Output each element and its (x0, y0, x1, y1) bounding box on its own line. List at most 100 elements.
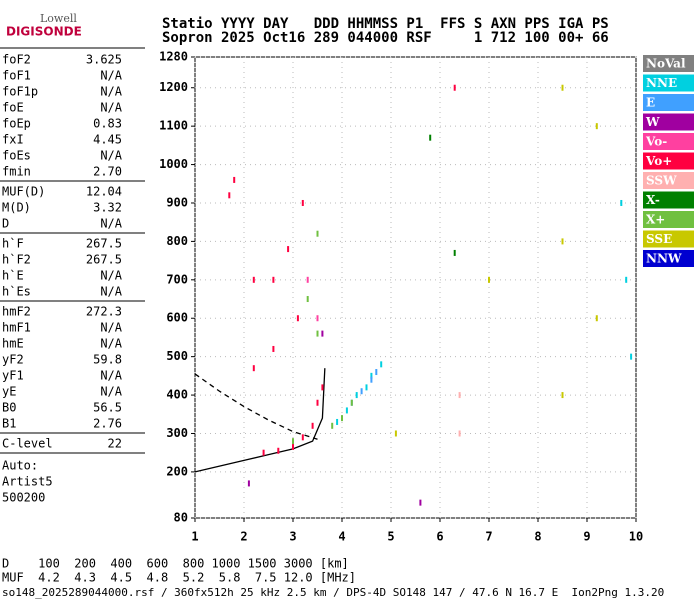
x-tick-label: 1 (191, 530, 198, 544)
param-value: 12.04 (86, 185, 122, 199)
legend-label: Vo+ (645, 154, 672, 168)
y-tick-label: 600 (166, 311, 188, 325)
echo (625, 276, 628, 283)
param-value: 0.83 (93, 117, 122, 131)
echo (321, 330, 324, 337)
profile-curve (194, 373, 318, 440)
legend-label: X- (646, 193, 660, 207)
legend-swatch (643, 250, 694, 267)
legend-label: SSE (646, 232, 672, 246)
echo (561, 238, 564, 245)
param-value: 3.625 (86, 53, 122, 67)
logo-top: Lowell (40, 12, 77, 25)
param-value: 272.3 (86, 305, 122, 319)
echo (370, 376, 373, 383)
x-tick-label: 8 (534, 530, 541, 544)
legend-swatch (643, 55, 694, 72)
legend-label: E (646, 96, 655, 110)
logo-bottom: DIGISONDE (6, 25, 82, 39)
echo (488, 276, 490, 283)
header-line: Sopron 2025 Oct16 289 044000 RSF 1 712 1… (162, 30, 609, 46)
echo (620, 199, 623, 206)
x-tick-label: 9 (583, 530, 590, 544)
echo (277, 447, 280, 454)
param-name: B1 (2, 417, 16, 431)
echo (272, 345, 275, 352)
auto-line: 500200 (2, 491, 45, 505)
x-tick-label: 5 (387, 530, 394, 544)
echo (316, 230, 319, 237)
echo (370, 372, 373, 379)
param-name: M(D) (2, 201, 31, 215)
param-name: MUF(D) (2, 185, 45, 199)
param-name: foF1p (2, 85, 38, 99)
echo (252, 365, 255, 372)
echo (311, 422, 314, 429)
y-tick-label: 1000 (159, 157, 188, 171)
legend-swatch (643, 133, 694, 150)
legend-swatch (643, 230, 694, 248)
y-tick-label: 1100 (159, 119, 188, 133)
echo (301, 434, 304, 441)
param-value: 2.70 (93, 165, 122, 179)
echo (316, 330, 319, 337)
auto-line: Auto: (2, 459, 38, 473)
y-tick-label: 200 (166, 464, 188, 478)
y-tick-label: 900 (166, 195, 188, 209)
param-value: 267.5 (86, 237, 122, 251)
echo (350, 399, 353, 406)
y-tick-label: 800 (166, 234, 188, 248)
legend-label: SSW (646, 174, 677, 188)
param-name: foE (2, 101, 24, 115)
param-value: N/A (100, 385, 122, 399)
legend-label: NNE (646, 76, 677, 90)
echo (336, 418, 339, 425)
echo (458, 392, 461, 399)
param-value: N/A (100, 321, 122, 335)
echo (561, 392, 564, 399)
echo (272, 276, 275, 283)
legend-swatch (643, 74, 694, 92)
footer: so148_2025289044000.rsf / 360fx512h 25 k… (2, 586, 664, 599)
y-tick-label: 400 (166, 388, 188, 402)
param-name: yE (2, 385, 16, 399)
param-value: N/A (100, 369, 122, 383)
x-tick-label: 6 (436, 530, 443, 544)
echo (316, 399, 319, 406)
param-name: fxI (2, 133, 24, 147)
echo (252, 276, 255, 283)
echo (345, 407, 348, 414)
echo (247, 480, 250, 487)
param-name: yF1 (2, 369, 24, 383)
param-value: N/A (100, 337, 122, 351)
echo (630, 353, 633, 360)
param-value: N/A (100, 69, 122, 83)
echo (458, 430, 461, 437)
param-value: N/A (100, 85, 122, 99)
header-line: Statio YYYY DAY DDD HHMMSS P1 FFS S AXN … (162, 16, 609, 32)
echo (292, 443, 294, 450)
echo (355, 392, 358, 399)
legend-swatch (643, 172, 694, 189)
profile-curve (194, 368, 326, 473)
param-value: 56.5 (93, 401, 122, 415)
x-tick-label: 3 (289, 530, 296, 544)
param-value: 22 (108, 437, 122, 451)
legend-label: NNW (646, 252, 682, 266)
param-value: 3.32 (93, 201, 122, 215)
y-tick-label: 300 (166, 426, 188, 440)
param-name: hmF2 (2, 305, 31, 319)
legend-swatch (643, 113, 694, 131)
param-name: foF2 (2, 53, 31, 67)
legend-swatch (643, 94, 694, 111)
echo (375, 369, 378, 376)
param-value: 267.5 (86, 253, 122, 267)
legend-swatch (643, 152, 694, 170)
echo (419, 499, 422, 506)
echo (292, 438, 294, 445)
x-tick-label: 4 (338, 530, 345, 544)
muf-row: MUF 4.2 4.3 4.5 4.8 5.2 5.8 7.5 12.0 [MH… (2, 571, 356, 585)
echo (365, 384, 368, 391)
y-tick-label: 1200 (159, 80, 188, 94)
